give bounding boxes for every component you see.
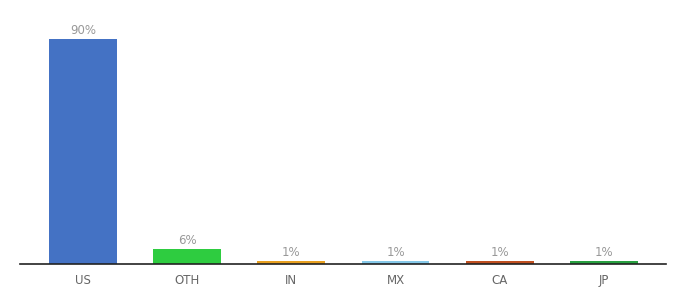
Text: 1%: 1% bbox=[282, 247, 301, 260]
Bar bbox=[49, 38, 117, 264]
Text: 90%: 90% bbox=[70, 23, 96, 37]
Bar bbox=[570, 262, 638, 264]
Bar bbox=[466, 262, 534, 264]
Text: 6%: 6% bbox=[177, 234, 197, 247]
Bar bbox=[258, 262, 325, 264]
Bar bbox=[362, 262, 429, 264]
Text: 1%: 1% bbox=[594, 247, 613, 260]
Text: 1%: 1% bbox=[490, 247, 509, 260]
Text: 1%: 1% bbox=[386, 247, 405, 260]
Bar bbox=[153, 249, 221, 264]
